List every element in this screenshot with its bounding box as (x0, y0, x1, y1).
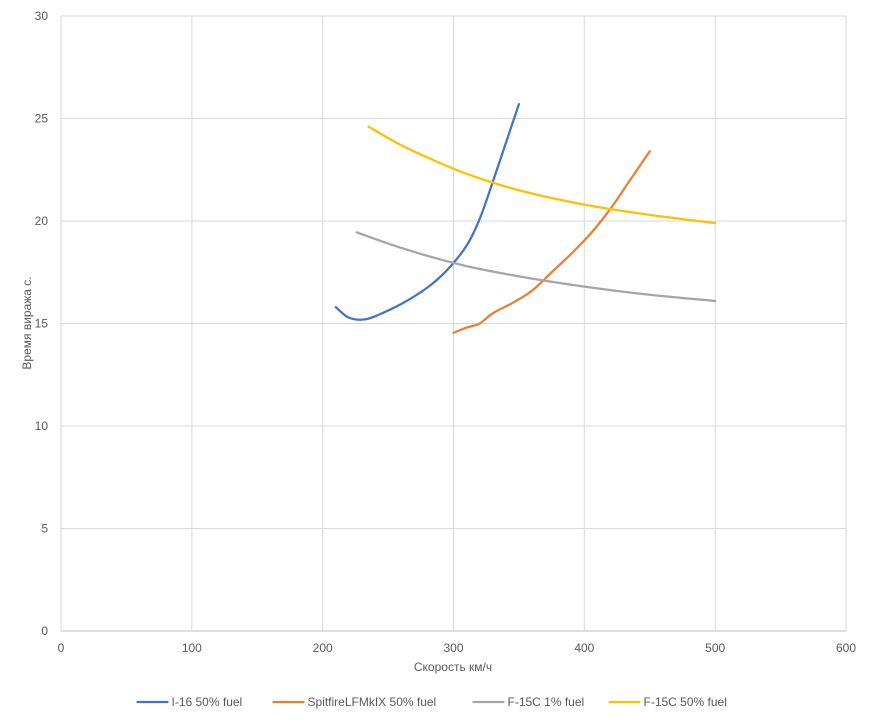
series-line-1 (334, 103, 521, 321)
legend-item: SpitfireLFMkIX 50% fuel (272, 695, 437, 709)
y-tick-label: 0 (41, 624, 48, 638)
y-tick-label: 15 (35, 317, 49, 331)
x-tick-label: 100 (182, 641, 202, 655)
y-tick-label: 10 (35, 419, 49, 433)
y-tick-label: 20 (35, 214, 49, 228)
axes (60, 16, 846, 632)
legend-item: F-15C 50% fuel (608, 695, 727, 709)
x-tick-label: 600 (836, 641, 856, 655)
legend-label: I-16 50% fuel (172, 695, 243, 709)
x-tick-label: 300 (443, 641, 463, 655)
legend-label: F-15C 50% fuel (644, 695, 727, 709)
x-tick-label: 0 (58, 641, 65, 655)
gridlines (61, 15, 847, 631)
legend-label: SpitfireLFMkIX 50% fuel (308, 695, 437, 709)
x-tick-label: 400 (574, 641, 594, 655)
y-axis-title: Время виража с. (20, 276, 34, 369)
y-tick-label: 30 (35, 9, 49, 23)
series-lines (334, 103, 717, 334)
legend: I-16 50% fuel SpitfireLFMkIX 50% fuel F-15… (136, 695, 727, 709)
series-line-2 (452, 150, 651, 334)
series-line-4 (367, 125, 717, 225)
x-axis-tick-labels: 0 100 200 300 400 500 600 (58, 641, 857, 655)
series-line-3 (355, 231, 717, 303)
y-tick-label: 25 (35, 112, 49, 126)
x-tick-label: 500 (705, 641, 725, 655)
legend-item: F-15C 1% fuel (472, 695, 585, 709)
legend-label: F-15C 1% fuel (508, 695, 585, 709)
y-tick-label: 5 (41, 522, 48, 536)
x-axis-title: Скорость км/ч (414, 660, 492, 674)
x-tick-label: 200 (313, 641, 333, 655)
y-axis-tick-labels: 0 5 10 15 20 25 30 (35, 9, 49, 638)
legend-item: I-16 50% fuel (136, 695, 243, 709)
